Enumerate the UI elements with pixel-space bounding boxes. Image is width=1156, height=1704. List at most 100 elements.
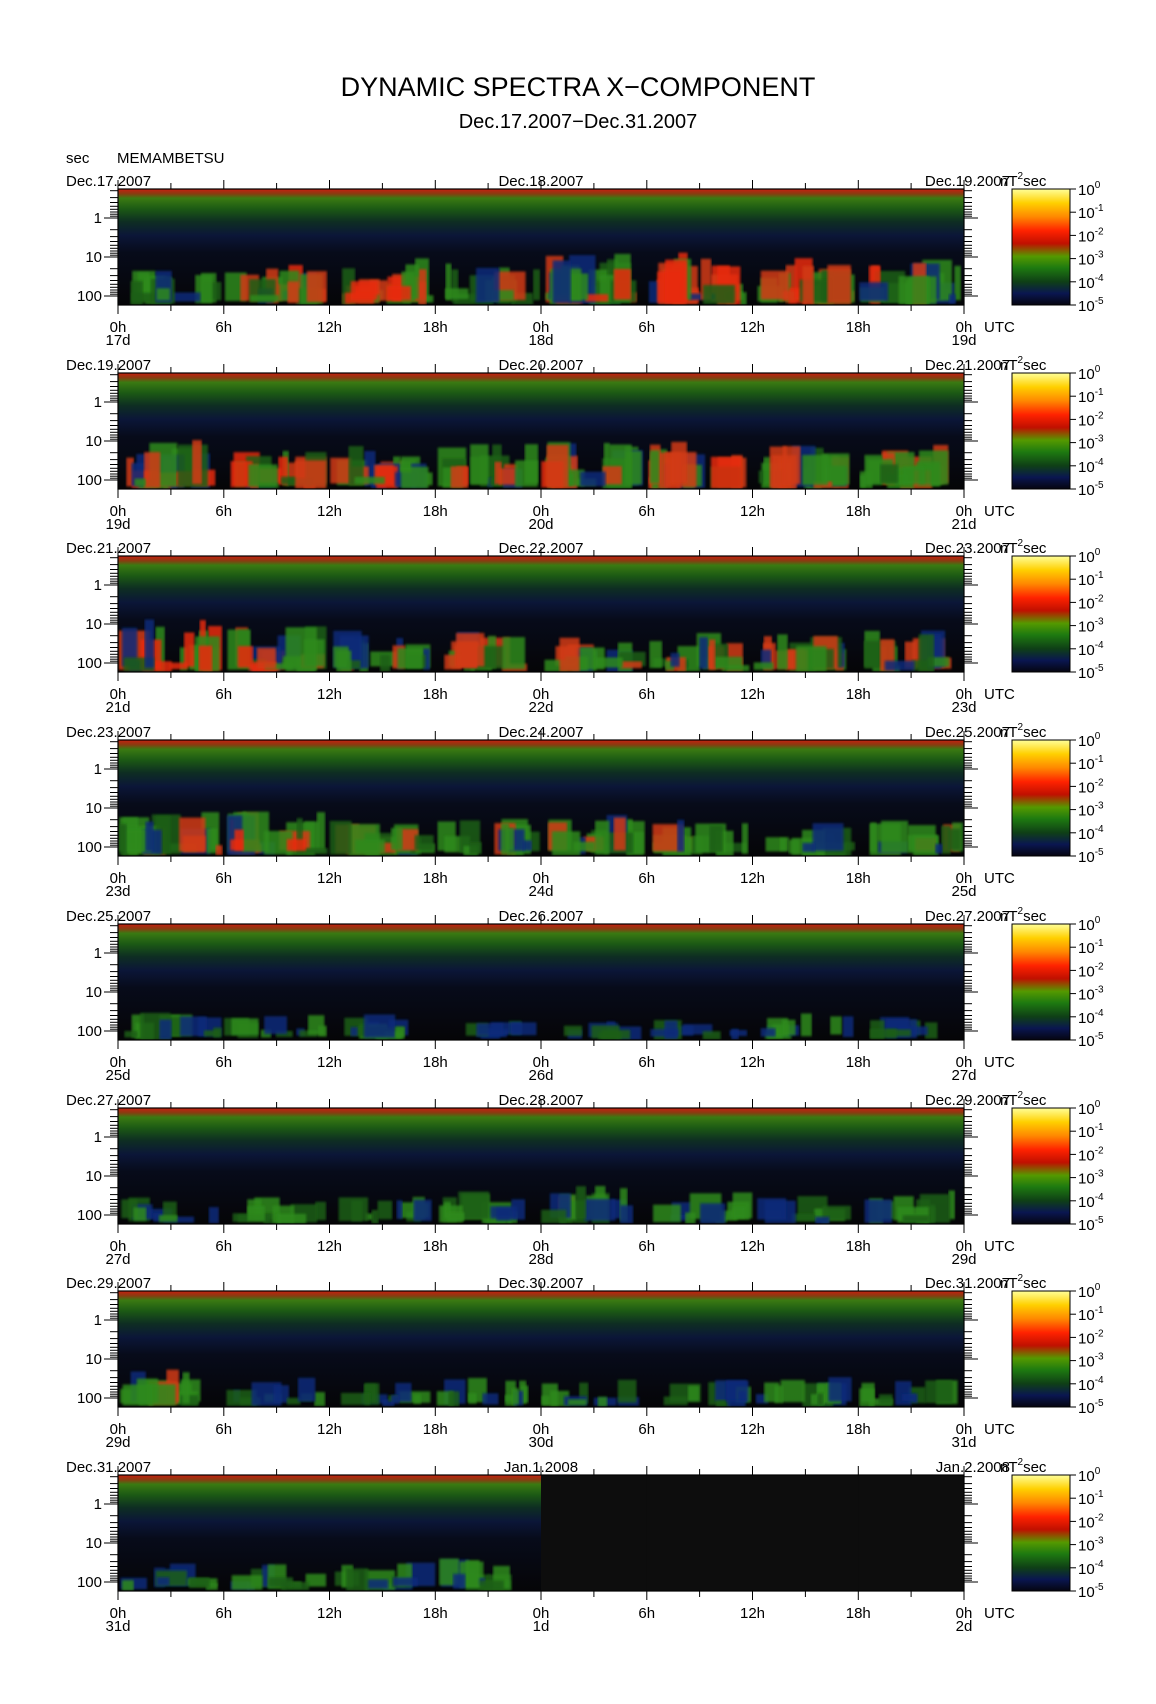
x-tick-label: 6h (638, 1054, 655, 1071)
panel-left-date: Dec.25.2007 (66, 908, 151, 925)
y-tick-label: 1 (94, 210, 102, 227)
colorbar-tick-label: 10-5 (1078, 1398, 1104, 1417)
x-tick-label: 12h (317, 686, 342, 703)
colorbar-tick-label: 100 (1078, 364, 1101, 383)
activity-mark (563, 1025, 583, 1036)
activity-mark (670, 652, 680, 667)
x-tick-label: 0h (956, 1238, 973, 1255)
colorbar-unit-label: nT2sec (1000, 355, 1047, 374)
spectra-panel-6: Dec.27.2007 Dec.28.2007 Dec.29.20071101000… (66, 1090, 1104, 1268)
activity-mark (453, 1573, 466, 1589)
x-tick-label: 12h (740, 1054, 765, 1071)
activity-mark (477, 646, 505, 669)
colorbar-tick-label: 10-5 (1078, 1215, 1104, 1234)
activity-mark (399, 1391, 431, 1403)
activity-mark (346, 660, 361, 669)
colorbar-tick-label: 10-4 (1078, 1375, 1104, 1394)
activity-mark (208, 1207, 219, 1224)
activity-mark (781, 1019, 796, 1036)
activity-mark (576, 1186, 587, 1220)
activity-mark (180, 1016, 207, 1037)
colorbar: 100 10-1 10-2 10-3 10-4 10-5 (1011, 1466, 1104, 1601)
day-label: 25d (951, 883, 976, 900)
activity-mark (276, 1213, 307, 1224)
x-tick-label: 0h (956, 686, 973, 703)
day-label: 23d (105, 883, 130, 900)
activity-mark (511, 1388, 520, 1405)
activity-mark (665, 660, 675, 671)
activity-mark (653, 1204, 681, 1223)
activity-mark (700, 258, 712, 300)
activity-mark (469, 842, 482, 855)
colorbar-tick-label: 10-2 (1078, 1145, 1104, 1164)
x-tick-label: 6h (215, 870, 232, 887)
activity-mark (760, 649, 772, 668)
activity-mark (296, 818, 303, 854)
no-data-segment (541, 1475, 648, 1591)
colorbar-tick-label: 10-3 (1078, 1169, 1104, 1188)
activity-mark (363, 1014, 396, 1038)
x-tick-label: 18h (846, 1238, 871, 1255)
day-label: 20d (528, 516, 553, 533)
x-tick-label: 6h (215, 1605, 232, 1622)
activity-mark (448, 1391, 460, 1407)
activity-mark (330, 457, 352, 484)
y-tick-label: 10 (85, 433, 102, 450)
activity-mark (134, 478, 146, 487)
x-tick-label: 18h (846, 503, 871, 520)
activity-mark (700, 1203, 726, 1224)
activity-mark (822, 1205, 851, 1220)
activity-mark (226, 1389, 257, 1406)
activity-mark (237, 646, 254, 668)
activity-mark (613, 269, 631, 300)
y-tick-label: 100 (77, 1574, 102, 1591)
day-label: 21d (105, 699, 130, 716)
activity-mark (179, 647, 188, 671)
colorbar-tick-label: 10-5 (1078, 663, 1104, 682)
spectrogram: 1 10 100 0h 6h 12h 18h 0h 6h 12h 18h 0h UTC 27d 28d 29d (77, 1099, 1015, 1268)
activity-mark (386, 286, 411, 300)
spectra-panel-7: Dec.29.2007 Dec.30.2007 Dec.31.20071101000… (66, 1273, 1104, 1451)
activity-mark (482, 1393, 499, 1405)
activity-mark (380, 654, 391, 672)
x-tick-label: 12h (317, 1605, 342, 1622)
activity-mark (470, 444, 489, 485)
panel-right-date: Jan.2.2008 (936, 1459, 1010, 1476)
activity-layer (126, 440, 949, 489)
spectrogram: 1 10 100 0h 6h 12h 18h 0h 6h 12h 18h 0h UTC 29d 30d 31d (77, 1282, 1015, 1451)
activity-mark (579, 1382, 589, 1404)
no-data-segment (752, 1475, 860, 1591)
x-tick-label: 6h (638, 870, 655, 887)
colorbar-unit-label: nT2sec (1000, 722, 1047, 741)
x-timezone-label: UTC (984, 870, 1015, 887)
x-timezone-label: UTC (984, 319, 1015, 336)
activity-mark (760, 1028, 776, 1037)
colorbar-tick-label: 10-5 (1078, 480, 1104, 499)
spectrogram: 1 10 100 0h 6h 12h 18h 0h 6h 12h 18h 0h UTC 21d 22d 23d (77, 547, 1015, 716)
activity-mark (413, 1199, 432, 1222)
x-tick-label: 0h (110, 1421, 127, 1438)
activity-mark (418, 269, 427, 305)
activity-mark (498, 468, 517, 485)
y-tick-label: 10 (85, 1168, 102, 1185)
x-tick-label: 18h (423, 1605, 448, 1622)
activity-mark (451, 269, 459, 302)
activity-mark (703, 285, 735, 304)
colorbar-scale (1011, 739, 1071, 857)
colorbar-tick-label: 10-2 (1078, 226, 1104, 245)
activity-mark (665, 259, 687, 304)
day-label: 23d (951, 699, 976, 716)
x-tick-label: 12h (317, 1421, 342, 1438)
activity-mark (133, 1207, 147, 1221)
x-tick-label: 6h (215, 1421, 232, 1438)
colorbar-tick-label: 10-3 (1078, 1536, 1104, 1555)
colorbar-tick-label: 10-3 (1078, 617, 1104, 636)
activity-mark (122, 1580, 134, 1591)
activity-mark (552, 260, 571, 304)
activity-mark (925, 1380, 953, 1404)
activity-mark (156, 1577, 170, 1586)
activity-mark (393, 1577, 418, 1587)
activity-mark (741, 823, 749, 854)
colorbar-tick-label: 10-5 (1078, 847, 1104, 866)
colorbar-unit-label: nT2sec (1000, 171, 1047, 190)
